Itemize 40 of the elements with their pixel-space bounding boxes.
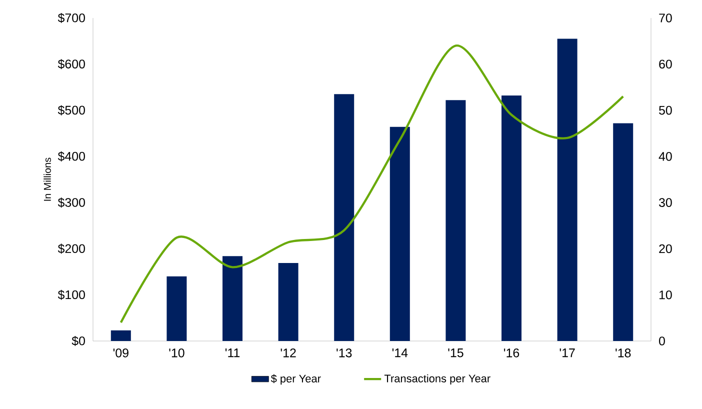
- y-tick-label: $100: [58, 290, 85, 300]
- bar: [613, 123, 634, 341]
- bar: [110, 330, 131, 341]
- legend-label: $ per Year: [270, 374, 321, 385]
- x-tick-label: '14: [392, 348, 408, 358]
- x-tick-label: '11: [225, 348, 240, 358]
- bar: [502, 96, 522, 341]
- y2-tick-label: 60: [659, 60, 672, 69]
- y-tick-label: $600: [58, 59, 85, 70]
- y2-tick-label: 30: [658, 198, 672, 207]
- x-tick-label: '13: [336, 348, 352, 358]
- y-tick-label: $200: [58, 244, 85, 254]
- y2-tick-label: 50: [659, 106, 672, 115]
- bar: [334, 94, 354, 341]
- y-axis-title: In Millions: [44, 158, 51, 201]
- y2-tick-label: 0: [659, 336, 665, 346]
- y-tick-label: $500: [58, 105, 85, 116]
- y2-tick-label: 70: [659, 14, 672, 22]
- legend-label: Transactions per Year: [384, 374, 490, 385]
- y2-tick-label: 40: [658, 152, 672, 161]
- y-tick-label: $400: [58, 151, 85, 162]
- bar: [557, 38, 578, 341]
- y-tick-label: $700: [58, 12, 85, 24]
- x-tick-label: '15: [448, 348, 464, 358]
- x-tick-label: '16: [504, 348, 520, 358]
- bar: [278, 263, 298, 341]
- x-tick-label: '10: [169, 348, 184, 358]
- x-tick-label: '09: [113, 348, 128, 358]
- bar: [166, 276, 187, 341]
- y-tick-label: $300: [58, 198, 85, 208]
- x-tick-label: '12: [280, 348, 296, 358]
- x-tick-label: '17: [560, 348, 575, 358]
- bar: [390, 126, 410, 341]
- bar: [222, 256, 243, 341]
- line-series: [120, 44, 624, 324]
- x-tick-label: '18: [616, 348, 631, 358]
- bar: [446, 100, 466, 341]
- y2-tick-label: 20: [659, 244, 672, 254]
- y2-tick-label: 10: [659, 290, 672, 300]
- y-tick-label: $0: [72, 336, 85, 346]
